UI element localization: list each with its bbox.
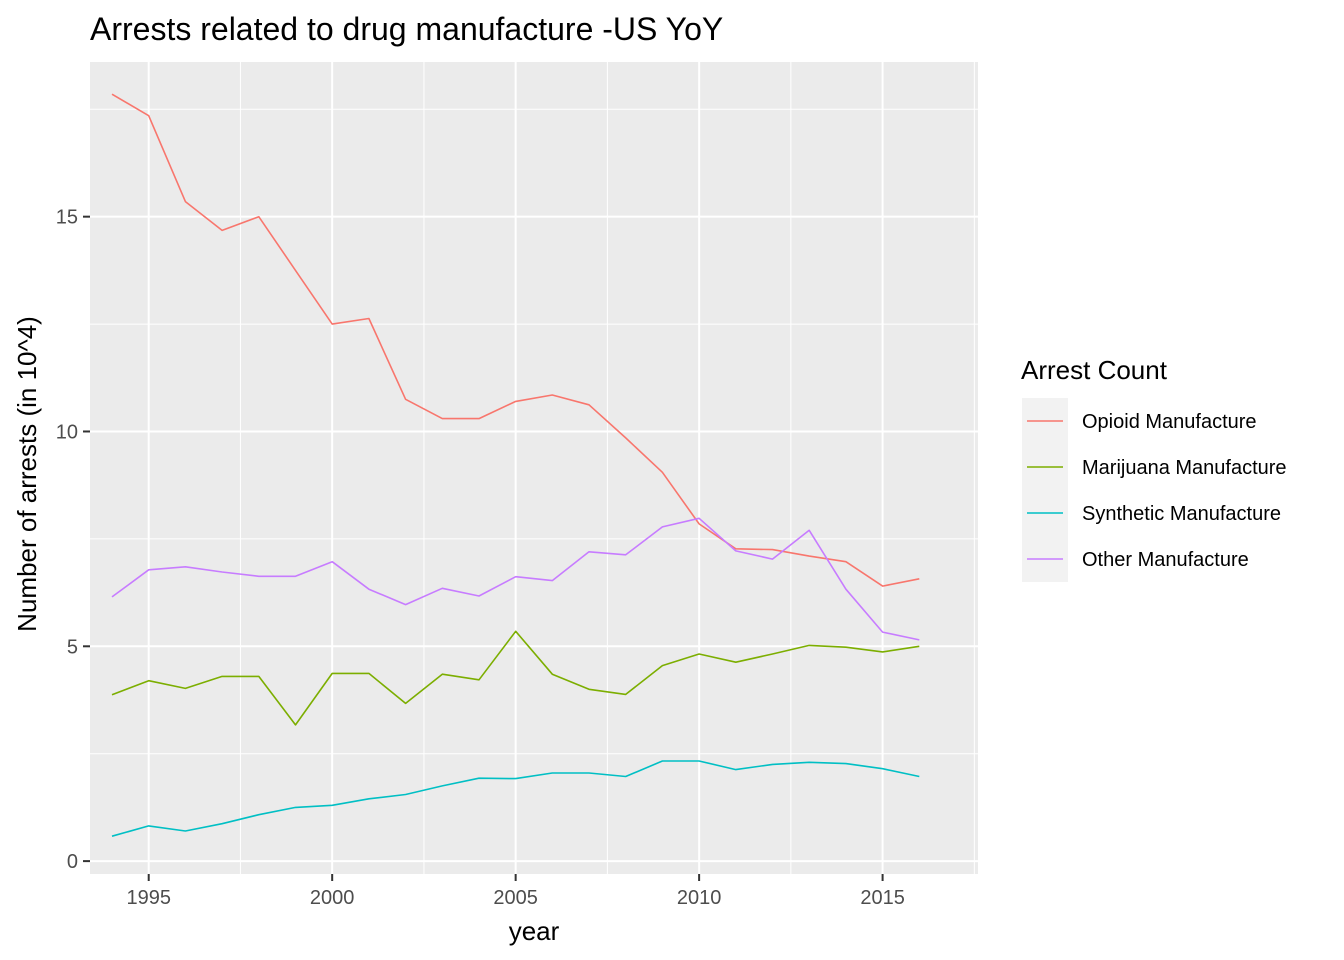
plot-panel xyxy=(90,62,978,874)
legend-title: Arrest Count xyxy=(1021,355,1168,385)
legend: Arrest Count Opioid Manufacture Marijuana… xyxy=(1021,355,1287,582)
legend-label-1: Marijuana Manufacture xyxy=(1082,457,1287,479)
legend-label-2: Synthetic Manufacture xyxy=(1082,503,1281,525)
chart-title: Arrests related to drug manufacture -US … xyxy=(90,11,723,47)
y-axis-title: Number of arrests (in 10^4) xyxy=(12,316,42,632)
major-grid xyxy=(90,62,978,874)
y-tick-label: 5 xyxy=(67,636,78,658)
series-lines xyxy=(111,93,920,837)
series-line-3 xyxy=(111,517,920,641)
series-line-1 xyxy=(111,630,920,726)
legend-label-3: Other Manufacture xyxy=(1082,549,1249,571)
axis-ticks: 1995 2000 2005 2010 2015 0 5 10 15 xyxy=(56,207,905,909)
minor-grid xyxy=(90,62,978,874)
x-tick-label: 1995 xyxy=(126,887,171,909)
x-tick-label: 2010 xyxy=(677,887,722,909)
x-axis-title: year xyxy=(509,916,560,946)
y-tick-label: 15 xyxy=(56,207,78,229)
y-tick-label: 10 xyxy=(56,421,78,443)
x-tick-label: 2000 xyxy=(310,887,355,909)
y-tick-label: 0 xyxy=(67,851,78,873)
series-line-0 xyxy=(111,93,920,587)
legend-label-0: Opioid Manufacture xyxy=(1082,411,1257,433)
legend-key-background xyxy=(1022,398,1068,582)
x-tick-label: 2015 xyxy=(860,887,905,909)
series-line-2 xyxy=(111,760,920,837)
x-tick-label: 2005 xyxy=(493,887,538,909)
